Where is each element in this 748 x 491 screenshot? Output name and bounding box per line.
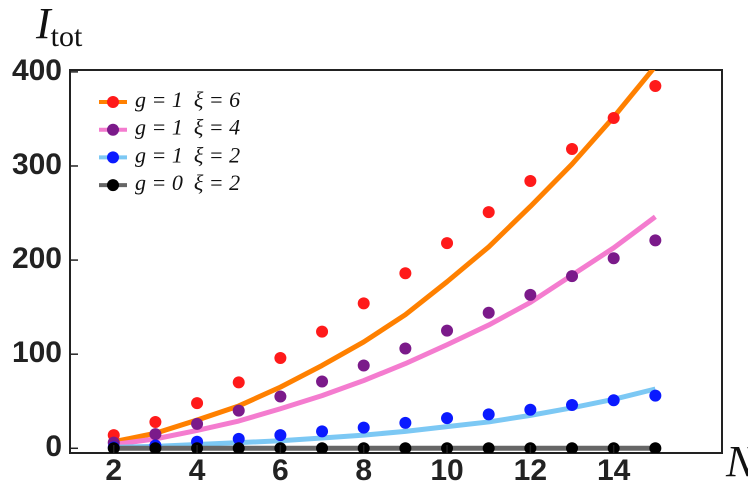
data-point <box>524 288 537 301</box>
x-axis-label: N <box>725 437 748 486</box>
y-tick-label: 0 <box>45 430 62 463</box>
data-point <box>191 417 204 430</box>
x-tick-label: 12 <box>514 454 547 487</box>
y-axis-label: Itot <box>35 0 83 53</box>
data-point <box>566 143 579 156</box>
data-point <box>649 234 662 247</box>
legend-marker <box>107 179 119 192</box>
data-point <box>232 432 245 445</box>
data-point <box>566 270 579 283</box>
data-point <box>524 403 537 416</box>
data-point <box>482 442 495 453</box>
data-point <box>316 442 329 453</box>
data-point <box>607 111 620 124</box>
data-point <box>607 252 620 265</box>
data-point <box>357 359 370 372</box>
x-tick-label: 4 <box>189 454 206 487</box>
data-point <box>441 412 454 425</box>
fit-line <box>113 70 656 445</box>
data-point <box>232 442 245 453</box>
data-point <box>232 404 245 417</box>
x-tick-label: 14 <box>597 454 631 487</box>
y-tick-label: 100 <box>12 336 62 369</box>
data-point <box>482 306 495 319</box>
y-tick-label: 300 <box>12 148 62 181</box>
y-tick-label: 400 <box>12 54 62 87</box>
fit-line <box>113 214 657 448</box>
x-tick-label: 10 <box>430 454 463 487</box>
data-point <box>149 415 162 428</box>
data-point <box>399 416 412 429</box>
y-tick-label: 200 <box>12 242 62 275</box>
legend-label: g = 1 ξ = 6 <box>135 87 240 112</box>
legend-marker <box>107 123 119 136</box>
x-tick-label: 2 <box>105 454 122 487</box>
data-point <box>357 421 370 434</box>
data-point <box>274 390 287 403</box>
data-point <box>316 425 329 438</box>
data-point <box>566 399 579 412</box>
data-point <box>399 267 412 280</box>
legend-marker <box>107 96 119 108</box>
data-point <box>649 79 662 92</box>
plot-frame <box>69 69 723 454</box>
x-tick-label: 8 <box>355 454 372 487</box>
data-point <box>232 376 245 389</box>
data-point <box>274 429 287 442</box>
y-label-sub: tot <box>51 20 83 53</box>
data-point <box>149 442 162 453</box>
x-tick-label: 6 <box>272 454 289 487</box>
data-point <box>274 351 287 364</box>
legend-label: g = 1 ξ = 2 <box>135 142 240 167</box>
legend-marker <box>107 151 119 164</box>
data-point <box>149 428 162 441</box>
data-point <box>482 206 495 219</box>
data-point <box>649 389 662 402</box>
data-point <box>357 297 370 310</box>
data-point <box>649 442 662 453</box>
legend-label: g = 0 ξ = 2 <box>135 170 240 195</box>
plot-area <box>107 70 662 453</box>
data-point <box>441 324 454 337</box>
data-point <box>441 237 454 250</box>
fit-line <box>113 386 656 450</box>
data-point <box>191 397 204 410</box>
data-point <box>399 342 412 355</box>
data-point <box>566 442 579 453</box>
data-point <box>316 325 329 338</box>
data-point <box>607 394 620 407</box>
y-label-main: I <box>35 0 53 48</box>
data-point <box>399 442 412 453</box>
data-point <box>482 408 495 421</box>
data-point <box>524 175 537 188</box>
data-point <box>316 375 329 388</box>
legend-label: g = 1 ξ = 4 <box>135 115 240 140</box>
